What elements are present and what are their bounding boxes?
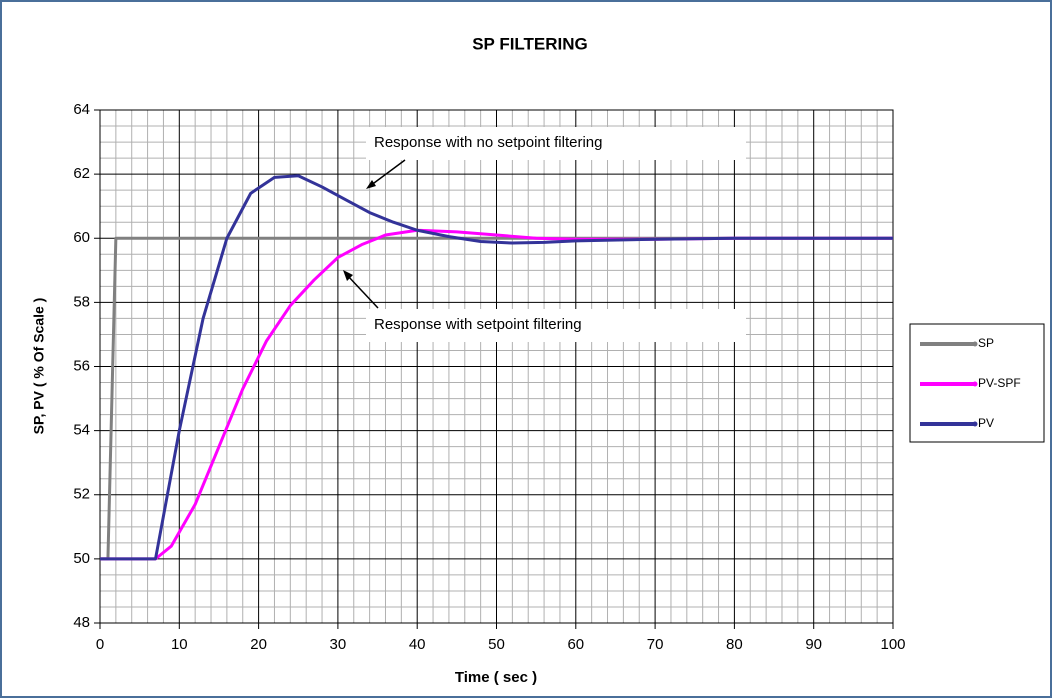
arrow-head <box>366 180 376 189</box>
series-line <box>100 174 893 561</box>
y-tick-label: 54 <box>73 422 90 439</box>
y-tick-label: 62 <box>73 165 90 182</box>
x-tick-label: 100 <box>880 636 905 653</box>
x-tick-label: 50 <box>488 636 505 653</box>
y-tick-label: 64 <box>73 101 90 118</box>
arrow <box>369 159 406 187</box>
chart-title: SP FILTERING <box>472 34 588 53</box>
arrow <box>346 274 379 309</box>
x-tick-label: 70 <box>647 636 664 653</box>
y-tick-label: 58 <box>73 293 90 310</box>
annotation: Response with no setpoint filtering <box>374 134 602 151</box>
legend-marker <box>972 381 978 387</box>
x-tick-label: 0 <box>96 636 104 653</box>
x-tick-label: 40 <box>409 636 426 653</box>
legend-items: SP PV-SPF PV <box>920 336 1021 430</box>
legend-marker <box>972 341 978 347</box>
annotation-box <box>366 127 746 160</box>
legend-marker <box>972 421 978 427</box>
legend-label: SP <box>978 336 994 350</box>
x-axis-label: Time ( sec ) <box>455 669 537 686</box>
annotation-box <box>366 309 746 342</box>
grid: 0 10 20 30 40 50 60 70 80 90 100 48 50 52 54 56 58 60 62 64 <box>73 101 905 653</box>
y-tick-label: 50 <box>73 550 90 567</box>
y-tick-label: 52 <box>73 486 90 503</box>
arrow-head <box>343 270 353 281</box>
lines <box>100 174 893 561</box>
y-axis-label: SP, PV ( % Of Scale ) <box>31 298 47 435</box>
x-tick-label: 60 <box>567 636 584 653</box>
y-tick-label: 56 <box>73 357 90 374</box>
x-tick-label: 20 <box>250 636 267 653</box>
legend-label: PV-SPF <box>978 376 1021 390</box>
x-tick-label: 10 <box>171 636 188 653</box>
x-tick-label: 90 <box>805 636 822 653</box>
y-tick-label: 48 <box>73 614 90 631</box>
y-tick-label: 60 <box>73 229 90 246</box>
legend-label: PV <box>978 416 994 430</box>
x-tick-label: 30 <box>330 636 347 653</box>
x-tick-label: 80 <box>726 636 743 653</box>
series-line <box>100 228 893 561</box>
annotation: Response with setpoint filtering <box>374 316 582 333</box>
